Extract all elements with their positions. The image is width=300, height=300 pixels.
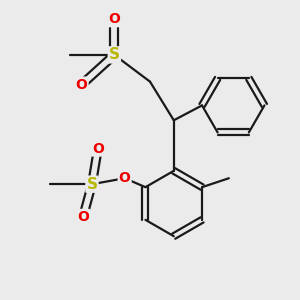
- Text: O: O: [76, 78, 88, 92]
- Text: S: S: [109, 47, 120, 62]
- Text: O: O: [108, 12, 120, 26]
- Text: O: O: [119, 171, 130, 185]
- Text: S: S: [86, 177, 98, 192]
- Text: O: O: [77, 210, 89, 224]
- Text: O: O: [92, 142, 104, 155]
